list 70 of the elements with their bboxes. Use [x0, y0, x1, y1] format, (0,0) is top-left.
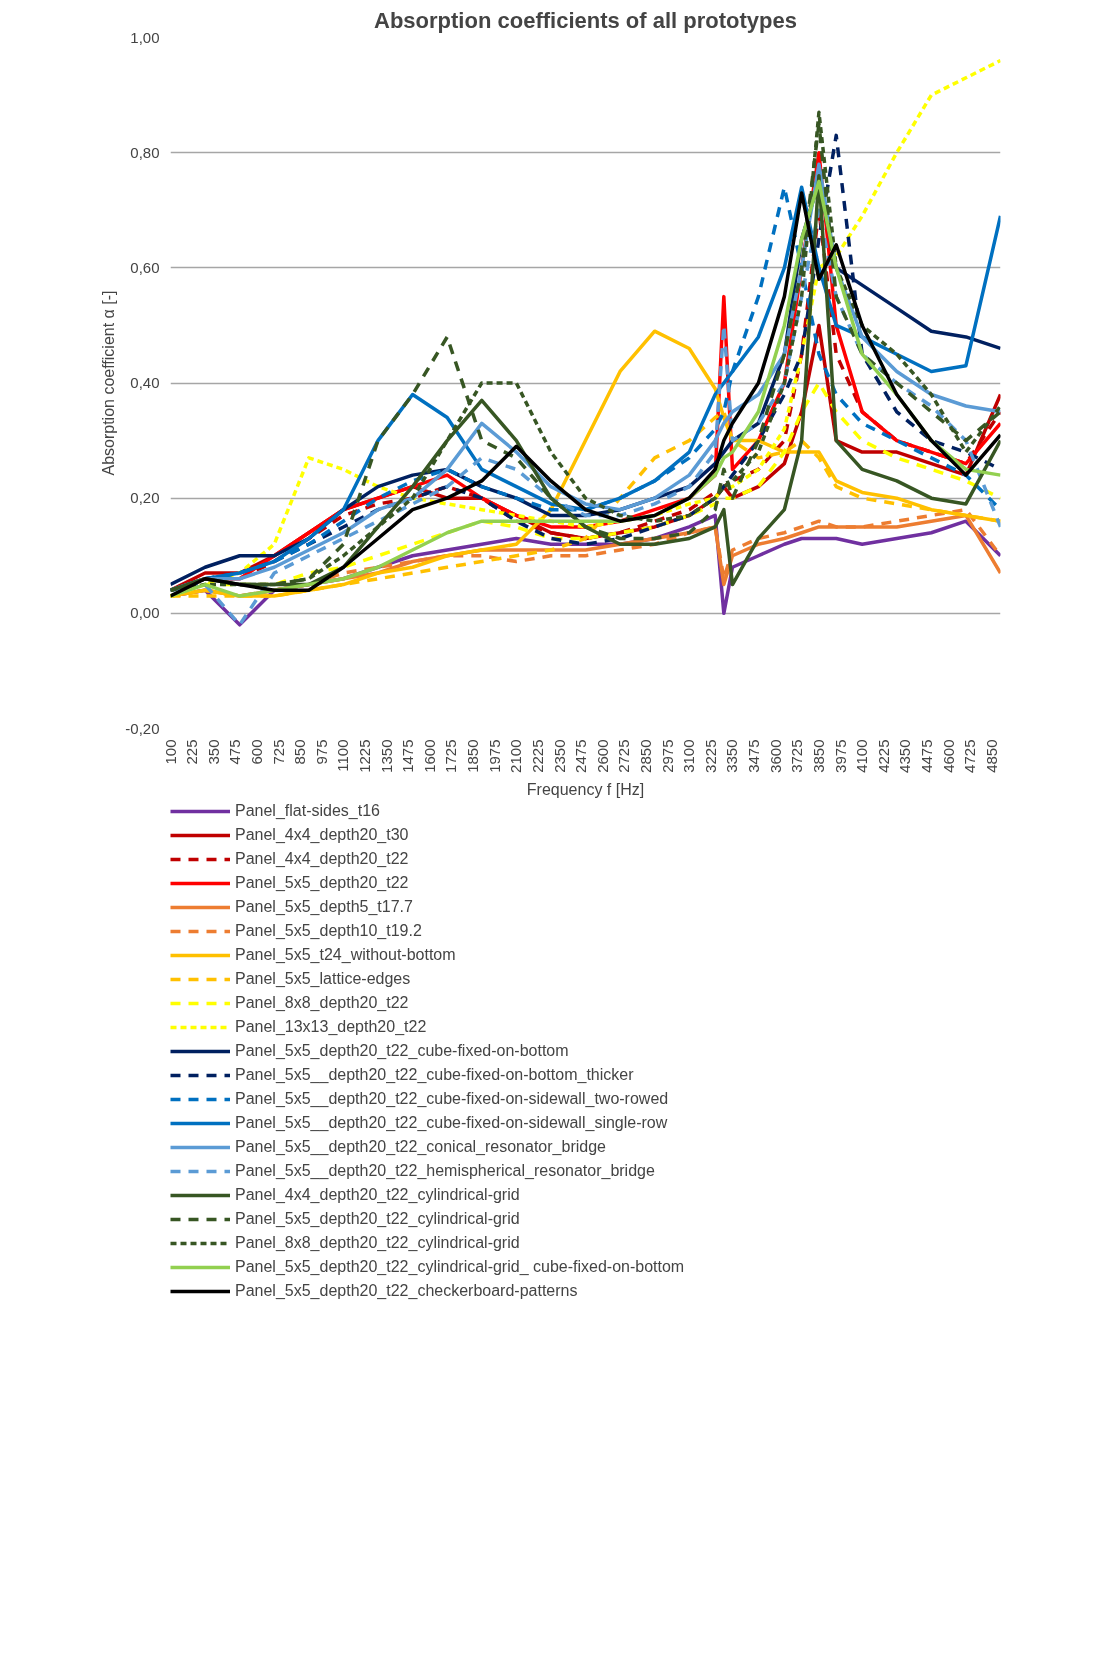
x-tick-label: 2600 — [593, 739, 611, 773]
x-tick-label: 1850 — [464, 739, 482, 773]
legend-label: Panel_4x4_depth20_t22 — [235, 849, 409, 869]
y-tick-label: 0,40 — [130, 374, 160, 391]
x-tick-label: 1600 — [420, 739, 438, 773]
x-tick-label: 2725 — [615, 739, 633, 773]
x-tick-label: 4600 — [939, 739, 957, 773]
y-axis-title: Absorption coefficient α [-] — [100, 290, 118, 476]
legend-label: Panel_4x4_depth20_t30 — [235, 825, 409, 845]
x-tick-label: 4475 — [918, 739, 936, 773]
legend-label: Panel_flat-sides_t16 — [235, 801, 380, 821]
x-tick-label: 2100 — [507, 739, 525, 773]
legend-label: Panel_5x5_depth20_t22_cube-fixed-on-bottom — [235, 1041, 569, 1061]
x-tick-label: 2350 — [550, 739, 568, 773]
x-tick-label: 3100 — [680, 739, 698, 773]
x-tick-label: 1225 — [356, 739, 374, 773]
x-tick-label: 100 — [161, 739, 179, 765]
x-axis-title: Frequency f [Hz] — [526, 780, 645, 798]
x-tick-label: 2975 — [658, 739, 676, 773]
x-tick-label: 1725 — [442, 739, 460, 773]
y-tick-label: -0,20 — [125, 719, 160, 737]
y-tick-label: 0,80 — [130, 143, 160, 161]
legend-label: Panel_5x5_t24_without-bottom — [235, 945, 456, 965]
x-tick-label: 3225 — [701, 739, 719, 773]
x-tick-label: 975 — [312, 739, 330, 765]
legend-label: Panel_5x5__depth20_t22_conical_resonator_bridge — [235, 1137, 606, 1158]
x-tick-label: 3600 — [766, 739, 784, 773]
legend-label: Panel_4x4_depth20_t22_cylindrical-grid — [235, 1185, 520, 1205]
legend-label: Panel_5x5__depth20_t22_hemispherical_resonator_bridge — [235, 1161, 655, 1182]
legend-label: Panel_5x5_depth20_t22 — [235, 873, 409, 893]
x-tick-label: 1100 — [334, 739, 352, 772]
x-tick-label: 3350 — [723, 739, 741, 773]
legend-label: Panel_5x5__depth20_t22_cube-fixed-on-sidewall_two-rowed — [235, 1089, 669, 1110]
legend-label: Panel_5x5_lattice-edges — [235, 969, 411, 989]
legend-label: Panel_5x5_depth20_t22_cylindrical-grid_ cube-fixed-on-bottom — [235, 1257, 685, 1277]
x-tick-label: 3975 — [831, 739, 849, 773]
chart-title: Absorption coefficients of all prototypes — [374, 7, 797, 33]
x-tick-label: 350 — [204, 739, 222, 765]
legend-label: Panel_8x8_depth20_t22 — [235, 993, 409, 1013]
legend-label: Panel_5x5__depth20_t22_cube-fixed-on-bottom_thicker — [235, 1065, 634, 1086]
legend-label: Panel_5x5__depth20_t22_cube-fixed-on-sidewall_single-row — [235, 1113, 668, 1134]
legend-label: Panel_5x5_depth10_t19.2 — [235, 921, 422, 941]
x-tick-label: 225 — [183, 739, 201, 765]
x-tick-label: 4850 — [982, 739, 1000, 773]
x-tick-label: 2225 — [528, 739, 546, 773]
x-tick-label: 850 — [291, 739, 309, 765]
legend-label: Panel_5x5_depth5_t17.7 — [235, 897, 413, 917]
y-tick-label: 0,00 — [130, 604, 160, 622]
x-tick-label: 600 — [247, 739, 265, 765]
y-tick-label: 1,00 — [130, 28, 160, 46]
x-tick-label: 3850 — [809, 739, 827, 773]
x-tick-label: 4100 — [853, 739, 871, 773]
legend-label: Panel_13x13_depth20_t22 — [235, 1017, 427, 1037]
x-tick-label: 475 — [226, 739, 244, 765]
legend-label: Panel_5x5_depth20_t22_checkerboard-patterns — [235, 1281, 578, 1301]
x-tick-label: 1475 — [399, 739, 417, 773]
legend-label: Panel_5x5_depth20_t22_cylindrical-grid — [235, 1209, 520, 1229]
x-tick-label: 4225 — [874, 739, 892, 773]
x-tick-label: 2475 — [572, 739, 590, 773]
legend-label: Panel_8x8_depth20_t22_cylindrical-grid — [235, 1233, 520, 1253]
x-tick-label: 3475 — [745, 739, 763, 773]
x-tick-label: 725 — [269, 739, 287, 765]
x-tick-label: 1350 — [377, 739, 395, 773]
x-tick-label: 1975 — [485, 739, 503, 773]
x-tick-label: 4725 — [961, 739, 979, 773]
y-tick-label: 0,60 — [130, 258, 160, 276]
y-tick-label: 0,20 — [130, 489, 160, 507]
x-tick-label: 2850 — [637, 739, 655, 773]
x-tick-label: 4350 — [896, 739, 914, 773]
x-tick-label: 3725 — [788, 739, 806, 773]
